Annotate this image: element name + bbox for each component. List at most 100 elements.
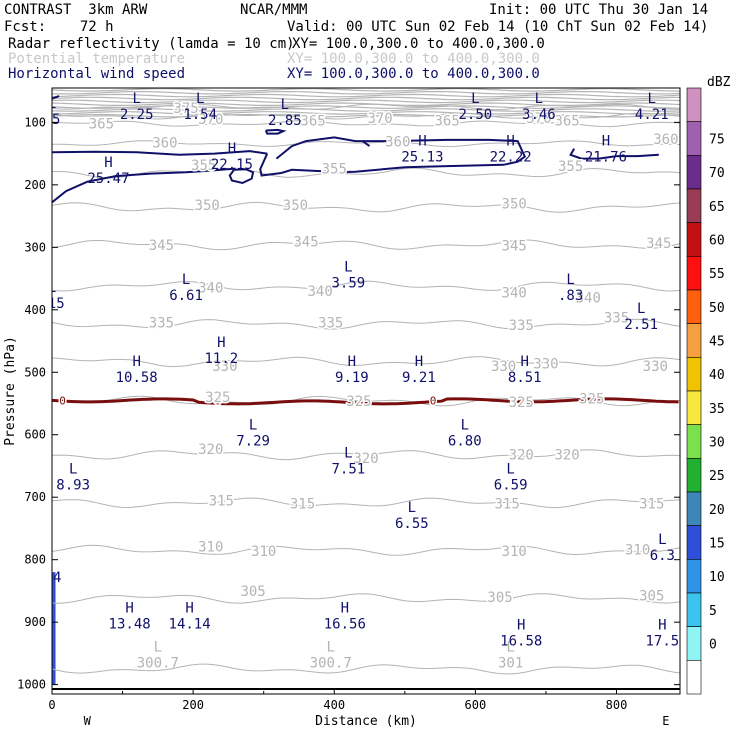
wind-extremum-value: 22.22: [490, 149, 532, 165]
theta-contour-label: 330: [533, 357, 558, 373]
theta-contour-label: 365: [89, 117, 114, 133]
wind-extremum-value: 8.93: [56, 477, 90, 493]
theta-contour-label: 310: [198, 540, 223, 556]
wind-extremum-marker: L: [408, 500, 416, 516]
theta-contour-label: 355: [322, 162, 347, 178]
y-tick-label: 200: [24, 178, 46, 192]
wind-extremum-marker: L: [637, 301, 645, 317]
y-axis-title: Pressure (hPa): [3, 336, 18, 446]
wind-extremum-marker: L: [48, 96, 56, 112]
colorbar-swatch: [686, 592, 702, 627]
y-tick-label: 1000: [17, 678, 46, 692]
theta-contour-label: 355: [191, 158, 216, 174]
theta-contour-line: [52, 96, 680, 101]
wind-speed-contour: [52, 150, 268, 156]
theta-contour-label: 355: [558, 159, 583, 175]
wind-extremum-value: 7.51: [332, 462, 366, 478]
valid-time: Valid: 00 UTC Sun 02 Feb 14 (10 ChT Sun …: [287, 19, 709, 35]
wind-extremum-marker: H: [415, 354, 423, 370]
colorbar-swatch: [686, 289, 702, 324]
theta-contour-label: 365: [434, 113, 459, 129]
y-tick-label: 900: [24, 615, 46, 629]
wind-extremum-marker: H: [185, 601, 193, 617]
wind-extremum-value: 8.51: [508, 370, 542, 386]
wind-extremum-marker: L: [658, 532, 666, 548]
colorbar-swatch: [686, 491, 702, 526]
theta-contour-line: [52, 105, 680, 109]
theta-contour-label: 325: [579, 391, 604, 407]
wind-extremum-marker: L: [471, 91, 479, 107]
theta-contour-label: 320: [509, 448, 534, 464]
init-time: Init: 00 UTC Thu 30 Jan 14: [489, 2, 709, 18]
theta-contour-label: 350: [195, 198, 220, 214]
theta-contour-label: 335: [509, 318, 534, 334]
wind-extremum-value: 2.25: [120, 107, 154, 123]
field-radar-title: Radar reflectivity (lamda = 10 cm): [8, 36, 295, 52]
x-tick-label: 0: [48, 698, 55, 712]
wind-extremum-marker: L: [344, 260, 352, 276]
wind-extremum-value: .15: [39, 296, 64, 312]
theta-contour-line: [52, 593, 680, 604]
wind-extremum-marker: H: [658, 618, 666, 634]
wind-extremum-marker: H: [341, 601, 349, 617]
theta-contour-label: 365: [554, 113, 579, 129]
theta-contour-label: 310: [502, 544, 527, 560]
theta-contour-line: [52, 108, 680, 112]
wind-extremum-value: 3.46: [522, 107, 556, 123]
theta-contour-line: [52, 112, 680, 120]
theta-contour-label: 315: [209, 493, 234, 509]
theta-contour-label: 315: [639, 496, 664, 512]
freezing-level-label: 0: [59, 394, 66, 407]
field-radar-xy: XY= 100.0,300.0 to 400.0,300.0: [292, 36, 545, 52]
wind-speed-contour: [264, 128, 287, 135]
theta-contour-line: [52, 663, 680, 675]
theta-contour-label: 330: [643, 359, 668, 375]
theta-contour-label: 370: [198, 112, 223, 128]
theta-contour-line: [52, 99, 680, 104]
wind-extremum-marker: H: [217, 335, 225, 351]
wind-extremum-marker: L: [196, 91, 204, 107]
theta-contour-label: 345: [149, 238, 174, 254]
colorbar-label: 40: [709, 368, 725, 383]
theta-extremum-value: 300.7: [310, 655, 352, 671]
x-tick-label: 800: [606, 698, 628, 712]
theta-contour-line: [52, 113, 680, 118]
theta-contour-label: 370: [526, 111, 551, 127]
colorbar-label: 65: [709, 200, 725, 215]
wind-extremum-marker: L: [461, 418, 469, 434]
theta-contour-label: 320: [353, 451, 378, 467]
wind-extremum-value: 14.14: [169, 617, 211, 633]
east-label: E: [662, 714, 669, 728]
wind-extremum-marker: L: [566, 272, 574, 288]
colorbar-swatch: [686, 458, 702, 493]
wind-extremum-value: 2.51: [624, 317, 658, 333]
theta-contour-line: [52, 91, 680, 95]
wind-extremum-value: 25: [44, 112, 61, 128]
theta-contour-label: 375: [173, 101, 198, 117]
x-tick-label: 600: [465, 698, 487, 712]
center-label: NCAR/MMM: [240, 2, 308, 18]
y-tick-label: 100: [24, 115, 46, 129]
theta-contour-line: [52, 120, 680, 128]
theta-contour-line: [52, 544, 680, 556]
wind-extremum-marker: H: [506, 133, 514, 149]
x-axis-title: Distance (km): [315, 714, 417, 729]
theta-contour-label: 330: [491, 359, 516, 375]
colorbar-label: 30: [709, 436, 725, 451]
wind-extremum-marker: L: [132, 91, 140, 107]
colorbar-swatch: [686, 525, 702, 560]
colorbar-swatch: [686, 357, 702, 392]
colorbar-label: 0: [709, 638, 717, 653]
wind-extremum-value: 9.21: [402, 370, 436, 386]
wind-speed-contour: [569, 148, 659, 160]
wind-extremum-value: 10.58: [116, 370, 158, 386]
freezing-level-label: 0: [215, 394, 222, 407]
wind-extremum-value: 6.59: [494, 477, 528, 493]
theta-contour-label: 350: [502, 197, 527, 213]
wind-extremum-marker: L: [69, 461, 77, 477]
colorbar-label: 5: [709, 604, 717, 619]
theta-extremum-value: 301: [498, 655, 523, 671]
colorbar-label: 55: [709, 267, 725, 282]
freezing-level-label: 0: [525, 394, 532, 407]
